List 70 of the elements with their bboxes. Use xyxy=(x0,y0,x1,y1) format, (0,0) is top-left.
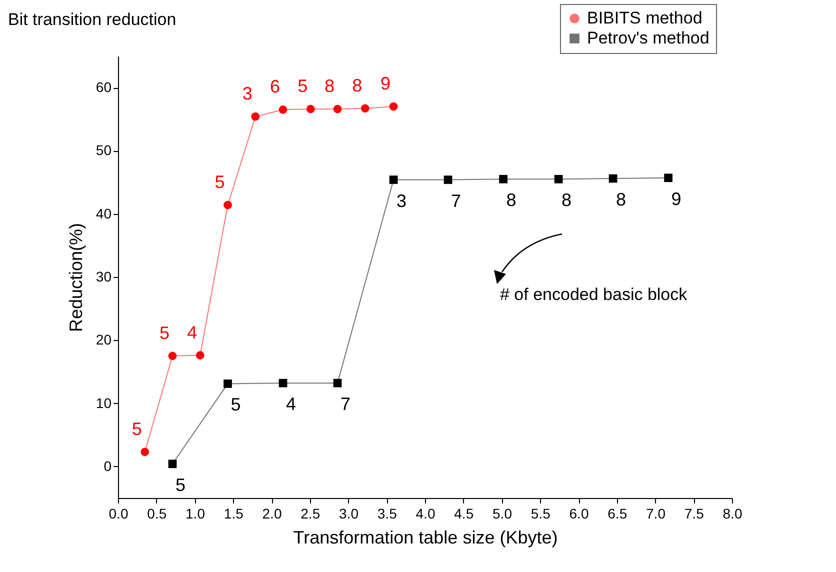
x-tick-label: 0.5 xyxy=(147,506,167,522)
annotation: 5 xyxy=(132,418,142,439)
annotation: 5 xyxy=(175,474,186,495)
point xyxy=(333,378,342,388)
annotation: 5 xyxy=(214,172,225,192)
y-tick-label: 20 xyxy=(96,332,112,348)
annotation: 8 xyxy=(616,189,626,210)
annotation: 8 xyxy=(562,190,572,210)
annotation: 8 xyxy=(352,75,362,96)
annotation: 7 xyxy=(340,394,351,414)
point xyxy=(278,378,288,388)
annotation: 5 xyxy=(159,322,170,343)
x-tick-label: 6.0 xyxy=(569,506,589,522)
annotation: # of encoded basic block xyxy=(500,285,688,304)
point xyxy=(608,174,618,183)
y-axis-title: Reduction(%) xyxy=(66,222,86,332)
x-tick-label: 7.0 xyxy=(646,506,666,522)
point xyxy=(360,104,370,113)
point xyxy=(224,200,232,210)
point xyxy=(554,174,563,184)
point xyxy=(196,351,204,360)
x-tick-label: 6.5 xyxy=(608,506,628,522)
x-tick-label: 1.5 xyxy=(224,506,244,522)
x-tick-label: 7.5 xyxy=(684,506,704,522)
annotation: 4 xyxy=(286,394,296,414)
y-tick-label: 10 xyxy=(96,394,112,411)
point xyxy=(224,380,232,388)
x-tick-label: 5.0 xyxy=(492,506,512,522)
point xyxy=(389,176,398,184)
y-tick-label: 50 xyxy=(96,142,112,158)
x-tick-label: 2.0 xyxy=(262,506,282,522)
point xyxy=(664,174,672,182)
x-tick-label: 4.5 xyxy=(454,506,474,522)
point xyxy=(168,460,177,468)
annotation: 5 xyxy=(230,394,241,415)
point xyxy=(444,176,452,184)
annotation: 9 xyxy=(380,74,391,94)
annotation: 7 xyxy=(451,190,462,211)
x-tick-label: 3.0 xyxy=(339,506,359,522)
y-tick-label: 30 xyxy=(96,268,112,284)
legend-label: Petrov's method xyxy=(587,28,710,48)
x-tick-label: 1.0 xyxy=(186,506,206,522)
annotation: 4 xyxy=(187,322,198,342)
point xyxy=(168,352,177,360)
point xyxy=(306,104,315,114)
x-tick-label: 3.5 xyxy=(377,506,398,522)
point xyxy=(278,105,288,114)
chart-title: Bit transition reduction xyxy=(8,10,176,29)
annotation: 8 xyxy=(324,76,335,96)
x-tick-label: 0.0 xyxy=(108,506,128,522)
annotation: 3 xyxy=(396,190,407,211)
point xyxy=(140,448,150,456)
point xyxy=(499,174,508,184)
annotation: 9 xyxy=(671,188,682,209)
annotation: 8 xyxy=(506,190,516,210)
x-tick-label: 4.0 xyxy=(416,506,436,522)
legend-label: BIBITS method xyxy=(587,8,702,28)
annotation: 3 xyxy=(242,84,252,104)
annotation: 6 xyxy=(270,76,280,97)
x-tick-label: 2.5 xyxy=(300,506,320,522)
annotation: 5 xyxy=(298,76,308,96)
y-tick-label: 60 xyxy=(96,79,112,96)
x-axis-title: Transformation table size (Kbyte) xyxy=(293,528,558,548)
x-tick-label: 5.5 xyxy=(530,506,551,522)
y-tick-label: 0 xyxy=(104,458,112,474)
x-tick-label: 8.0 xyxy=(722,506,742,522)
point xyxy=(333,104,342,114)
point xyxy=(251,112,260,121)
point xyxy=(389,102,398,111)
y-tick-label: 40 xyxy=(96,205,112,222)
